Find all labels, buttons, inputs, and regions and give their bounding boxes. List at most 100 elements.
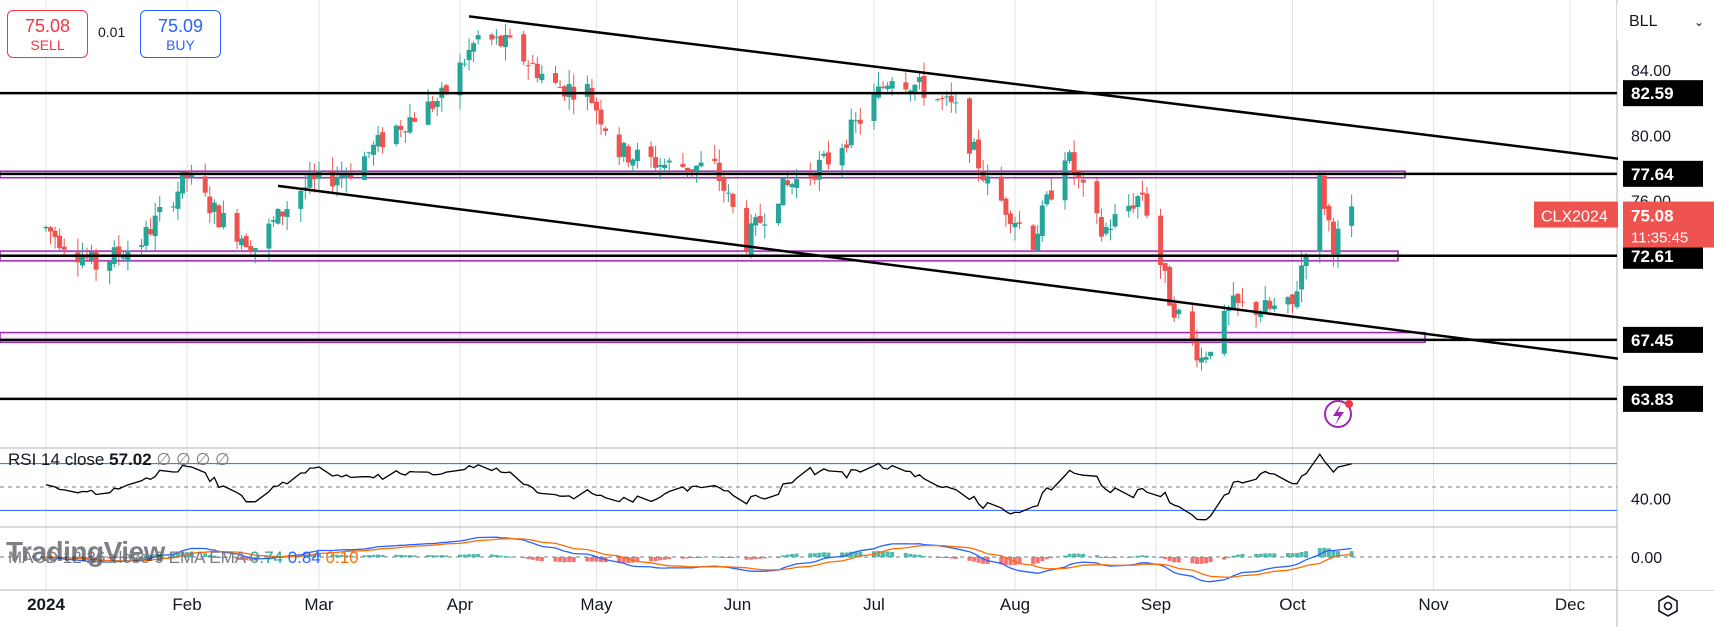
candle-body	[657, 164, 663, 167]
level-label-box[interactable]	[1623, 326, 1703, 353]
rsi-pane	[0, 453, 1617, 521]
candle-body	[748, 223, 754, 255]
candle-body	[1271, 305, 1277, 309]
macd-histogram-bar	[967, 557, 972, 561]
macd-histogram-bar	[171, 553, 176, 557]
macd-histogram-bar	[1263, 553, 1268, 557]
candle-body	[1262, 300, 1268, 313]
symbol-select-value: BLL	[1629, 13, 1658, 30]
candle-body	[348, 173, 354, 178]
trendline[interactable]	[277, 184, 1707, 372]
lightning-alert-icon[interactable]	[1324, 400, 1353, 428]
buy-button[interactable]: 75.09 BUY	[140, 10, 221, 58]
rsi-line	[45, 453, 1352, 521]
macd-histogram-bar	[1331, 550, 1336, 557]
rsi-legend-label: RSI 14 close	[8, 450, 105, 469]
macd-histogram-bar	[189, 552, 194, 557]
macd-histogram-bar	[885, 551, 890, 557]
candle-body	[1007, 213, 1013, 225]
horizontal-levels[interactable]	[0, 91, 1617, 401]
candle-body	[179, 172, 185, 194]
candle-body	[430, 101, 436, 109]
symbol-tag[interactable]	[1534, 201, 1618, 228]
macd-histogram-bar	[362, 555, 367, 557]
candle-body	[152, 215, 158, 237]
price-axis-tick: 80.00	[1631, 128, 1671, 145]
macd-histogram-bar	[89, 557, 94, 559]
macd-histogram-bar	[699, 556, 704, 558]
macd-histogram-bar	[635, 557, 640, 562]
current-price-tag[interactable]	[1623, 201, 1714, 248]
candle-body	[280, 211, 286, 217]
macd-histogram-bar	[1135, 555, 1140, 557]
time-axis[interactable]: 2024 Feb Mar Apr May Jun Jul Aug Sep Oct Nov Dec	[27, 595, 1586, 614]
candle-body	[1103, 227, 1109, 234]
macd-histogram-bar	[444, 555, 449, 557]
macd-histogram-bar	[112, 557, 117, 558]
time-axis-label: Mar	[304, 595, 334, 614]
candle-body	[689, 169, 695, 171]
level-label-box[interactable]	[1623, 160, 1703, 187]
candle-body	[157, 206, 163, 213]
macd-histogram-bar	[503, 556, 508, 558]
candle-body	[593, 101, 599, 111]
level-label-box[interactable]	[1623, 385, 1703, 412]
macd-histogram-bar	[617, 557, 622, 564]
buy-label: BUY	[166, 37, 195, 53]
macd-histogram-bar	[1081, 553, 1086, 557]
macd-histogram-bar	[1035, 557, 1040, 564]
macd-histogram-bar	[935, 556, 940, 558]
candle-body	[916, 77, 922, 83]
candle-body	[84, 257, 90, 259]
macd-histogram-bar	[1299, 552, 1304, 557]
macd-histogram-bar	[1317, 548, 1322, 557]
candle-body	[189, 173, 195, 178]
trendlines[interactable]	[277, 15, 1707, 372]
candle-body	[684, 167, 690, 172]
macd-histogram-bar	[380, 554, 385, 557]
time-axis-label: Aug	[1000, 595, 1030, 614]
macd-histogram-bar	[1003, 557, 1008, 566]
candle-body	[334, 177, 340, 186]
candle-body	[1094, 181, 1100, 214]
candle-body	[525, 65, 531, 67]
macd-histogram-bar	[567, 557, 572, 562]
macd-histogram-bar	[430, 555, 435, 557]
macd-histogram-bar	[371, 554, 376, 557]
macd-legend[interactable]: MACD 12 26 close 9 EMA EMA 0.74 0.84 0.1…	[8, 548, 359, 568]
gear-icon[interactable]	[1656, 594, 1680, 618]
macd-histogram-bar	[1222, 557, 1227, 560]
macd-histogram-bar	[1067, 553, 1072, 557]
candle-body	[248, 246, 254, 252]
candle-body	[339, 174, 345, 178]
macd-histogram-bar	[1235, 554, 1240, 557]
rsi-legend[interactable]: RSI 14 close 57.02 ∅ ∅ ∅ ∅	[8, 450, 230, 470]
macd-histogram-bar	[216, 557, 221, 558]
macd-histogram-bar	[439, 555, 444, 557]
macd-histogram-bar	[366, 555, 371, 557]
macd-histogram-bar	[526, 557, 531, 560]
candle-body	[816, 159, 822, 180]
candle-body	[985, 176, 991, 184]
macd-histogram-bar	[712, 556, 717, 558]
macd-histogram-bar	[1049, 557, 1054, 558]
candle-body	[762, 224, 768, 226]
macd-histogram-bar	[694, 557, 699, 558]
macd-histogram-bar	[1304, 551, 1309, 557]
macd-histogram-bar	[680, 557, 685, 559]
trendline[interactable]	[468, 15, 1707, 171]
macd-histogram-bar	[589, 557, 594, 562]
sell-button[interactable]: 75.08 SELL	[7, 10, 88, 58]
level-label-box[interactable]	[1623, 80, 1703, 107]
macd-histogram-bar	[84, 557, 89, 559]
candle-body	[266, 223, 272, 249]
candle-body	[1048, 190, 1054, 200]
symbol-select[interactable]: BLL ⌄	[1617, 4, 1714, 40]
price-axis[interactable]: 84.0080.0076.0082.5977.6472.6167.4563.83…	[1534, 0, 1714, 590]
macd-histogram-bar	[780, 555, 785, 557]
candle-body	[284, 209, 290, 217]
candle-body	[1144, 193, 1150, 216]
macd-histogram-bar	[1258, 553, 1263, 557]
candle-body	[557, 86, 563, 88]
